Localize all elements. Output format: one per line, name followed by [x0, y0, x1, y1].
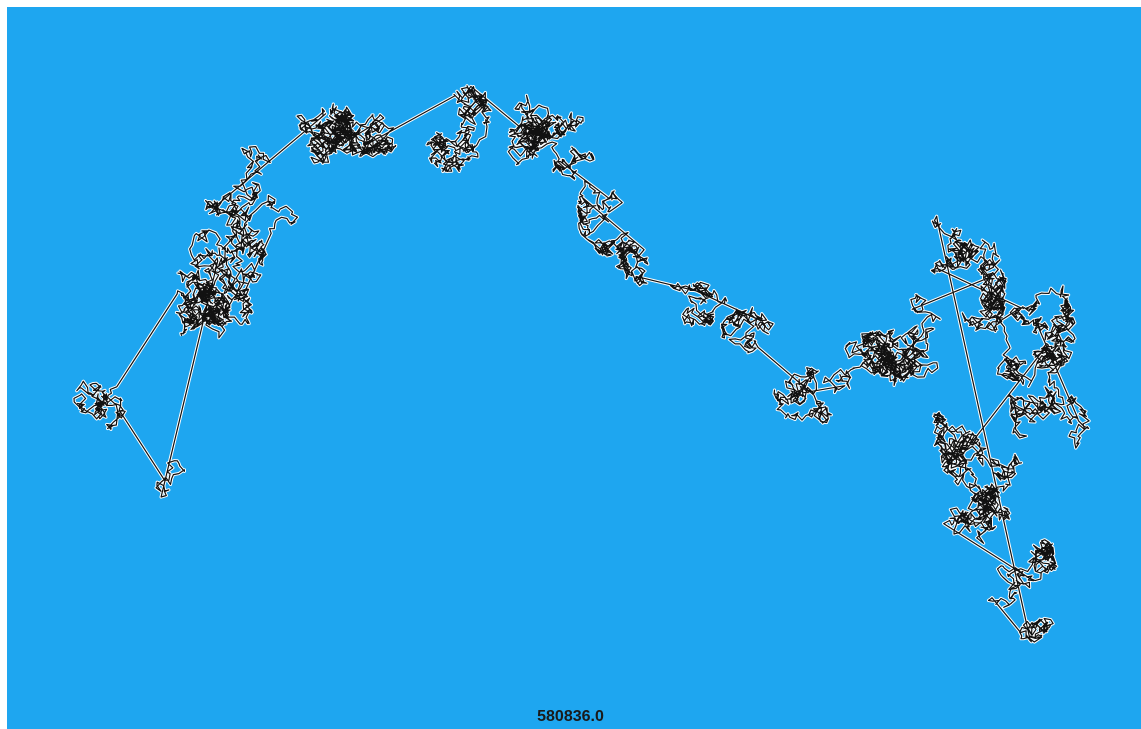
tour-length-score: 580836.0 — [537, 708, 604, 725]
tour-path-layer — [73, 85, 1090, 643]
tour-plot — [7, 7, 1141, 729]
tour-path — [73, 85, 1090, 643]
tsp-tour-canvas — [7, 7, 1141, 729]
